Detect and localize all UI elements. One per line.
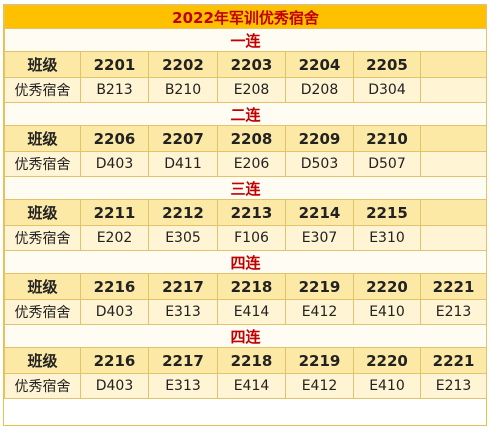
dormitory-table-sheet: 2022年军训优秀宿舍 一连 班级 2201 2202 2203 2204 2205 优秀宿舍… (3, 4, 488, 426)
dorm-label: 优秀宿舍 (4, 225, 81, 251)
dorm-cell: E410 (353, 299, 421, 325)
dorm-cell: E412 (285, 373, 354, 399)
dorm-row: 优秀宿舍 D403 E313 E414 E412 E410 E213 (4, 373, 488, 399)
section-title: 二连 (3, 102, 488, 126)
section-row: 四连 (3, 324, 488, 348)
class-cell: 2221 (419, 273, 488, 300)
class-label: 班级 (4, 199, 81, 226)
dorm-cell: E213 (419, 373, 488, 399)
dorm-cell: E307 (285, 225, 354, 251)
dorm-row: 优秀宿舍 B213 B210 E208 D208 D304 (4, 77, 488, 103)
class-row: 班级 2201 2202 2203 2204 2205 (4, 51, 488, 78)
class-cell: 2206 (80, 125, 149, 152)
dorm-cell: E410 (353, 373, 421, 399)
class-cell: 2217 (148, 273, 218, 300)
section-title: 一连 (3, 28, 488, 52)
section-row: 三连 (3, 176, 488, 200)
class-cell (419, 51, 488, 78)
section-row: 二连 (3, 102, 488, 126)
class-cell: 2217 (148, 347, 218, 374)
class-cell: 2218 (217, 273, 286, 300)
class-row: 班级 2206 2207 2208 2209 2210 (4, 125, 488, 152)
class-cell: 2219 (285, 347, 354, 374)
dorm-cell: E310 (353, 225, 421, 251)
dorm-row: 优秀宿舍 D403 E313 E414 E412 E410 E213 (4, 299, 488, 325)
class-label: 班级 (4, 51, 81, 78)
dorm-label: 优秀宿舍 (4, 373, 81, 399)
dorm-cell: E202 (80, 225, 149, 251)
dorm-cell: E206 (217, 151, 286, 177)
dorm-cell: F106 (217, 225, 286, 251)
section-title: 四连 (3, 250, 488, 274)
dorm-cell: D411 (148, 151, 218, 177)
dorm-cell: D403 (80, 151, 149, 177)
section-title: 三连 (3, 176, 488, 200)
class-cell: 2216 (80, 347, 149, 374)
class-cell: 2207 (148, 125, 218, 152)
dorm-cell (419, 151, 488, 177)
class-cell: 2210 (353, 125, 421, 152)
dorm-cell: D304 (353, 77, 421, 103)
class-cell: 2204 (285, 51, 354, 78)
class-cell: 2220 (353, 273, 421, 300)
class-cell: 2215 (353, 199, 421, 226)
dorm-label: 优秀宿舍 (4, 77, 81, 103)
class-cell: 2208 (217, 125, 286, 152)
class-cell: 2213 (217, 199, 286, 226)
class-cell: 2203 (217, 51, 286, 78)
class-row: 班级 2216 2217 2218 2219 2220 2221 (4, 273, 488, 300)
dorm-cell: E313 (148, 299, 218, 325)
class-cell: 2221 (419, 347, 488, 374)
dorm-cell: E414 (217, 373, 286, 399)
dorm-cell: B213 (80, 77, 149, 103)
dorm-cell: E414 (217, 299, 286, 325)
class-label: 班级 (4, 347, 81, 374)
class-cell: 2218 (217, 347, 286, 374)
class-row: 班级 2211 2212 2213 2214 2215 (4, 199, 488, 226)
dorm-cell (419, 225, 488, 251)
class-row: 班级 2216 2217 2218 2219 2220 2221 (4, 347, 488, 374)
class-cell: 2212 (148, 199, 218, 226)
dorm-label: 优秀宿舍 (4, 151, 81, 177)
class-cell: 2216 (80, 273, 149, 300)
class-cell (419, 125, 488, 152)
dorm-cell: E213 (419, 299, 488, 325)
section-title: 四连 (3, 324, 488, 348)
class-cell (419, 199, 488, 226)
dorm-cell: D403 (80, 299, 149, 325)
dorm-row: 优秀宿舍 D403 D411 E206 D503 D507 (4, 151, 488, 177)
dorm-row: 优秀宿舍 E202 E305 F106 E307 E310 (4, 225, 488, 251)
dorm-cell: D507 (353, 151, 421, 177)
dorm-cell: E208 (217, 77, 286, 103)
dorm-cell: E305 (148, 225, 218, 251)
class-label: 班级 (4, 125, 81, 152)
class-cell: 2209 (285, 125, 354, 152)
class-cell: 2220 (353, 347, 421, 374)
dorm-cell: D208 (285, 77, 354, 103)
class-cell: 2211 (80, 199, 149, 226)
title-row: 2022年军训优秀宿舍 (3, 5, 488, 29)
table-title: 2022年军训优秀宿舍 (3, 5, 488, 29)
dorm-cell: D403 (80, 373, 149, 399)
dormitory-table: 2022年军训优秀宿舍 一连 班级 2201 2202 2203 2204 2205 优秀宿舍… (3, 5, 488, 399)
dorm-cell (419, 77, 488, 103)
class-label: 班级 (4, 273, 81, 300)
dorm-cell: B210 (148, 77, 218, 103)
dorm-cell: E412 (285, 299, 354, 325)
class-cell: 2202 (148, 51, 218, 78)
dorm-label: 优秀宿舍 (4, 299, 81, 325)
class-cell: 2219 (285, 273, 354, 300)
dorm-cell: D503 (285, 151, 354, 177)
section-row: 四连 (3, 250, 488, 274)
class-cell: 2205 (353, 51, 421, 78)
class-cell: 2201 (80, 51, 149, 78)
dorm-cell: E313 (148, 373, 218, 399)
section-row: 一连 (3, 28, 488, 52)
class-cell: 2214 (285, 199, 354, 226)
